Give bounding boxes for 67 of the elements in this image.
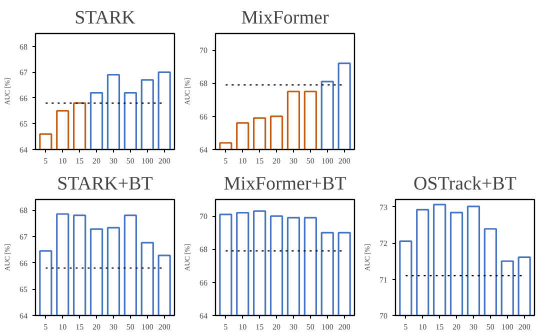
x-tick-label: 30 [289, 156, 298, 166]
y-tick-label: 64 [20, 312, 28, 320]
x-tick-label: 5 [44, 322, 48, 332]
x-tick-label: 100 [321, 322, 334, 332]
x-tick-label: 5 [404, 322, 408, 332]
x-tick-label: 20 [272, 322, 281, 332]
y-tick-label: 68 [20, 42, 28, 52]
x-tick-label: 30 [109, 156, 118, 166]
x-tick-label: 15 [76, 322, 84, 332]
y-tick-label: 66 [20, 94, 28, 103]
x-tick-label: 50 [306, 322, 314, 332]
x-tick-label: 200 [158, 322, 170, 332]
x-tick-label: 15 [76, 156, 84, 166]
x-tick-label: 10 [238, 156, 247, 166]
y-tick-label: 68 [20, 206, 28, 216]
y-tick-label: 70 [380, 312, 388, 320]
x-tick-label: 15 [256, 322, 264, 332]
x-tick-label: 200 [158, 156, 170, 166]
chart-title: OSTrack+BT [414, 174, 517, 194]
x-tick-label: 30 [109, 322, 118, 332]
x-tick-label: 5 [224, 156, 228, 166]
chart-title: STARK [74, 8, 136, 28]
x-tick-label: 50 [306, 156, 314, 166]
x-tick-label: 200 [518, 322, 530, 332]
x-tick-label: 100 [501, 322, 514, 332]
y-tick-label: 68 [200, 245, 208, 254]
y-tick-label: 66 [200, 278, 208, 288]
x-tick-label: 30 [469, 322, 478, 332]
y-tick-label: 70 [200, 46, 208, 56]
x-tick-label: 50 [126, 156, 134, 166]
x-tick-label: 100 [141, 322, 154, 332]
y-tick-label: 70 [200, 212, 208, 222]
y-tick-label: 67 [20, 68, 28, 78]
x-tick-label: 20 [272, 156, 281, 166]
y-tick-label: 65 [20, 285, 28, 294]
x-tick-label: 5 [44, 156, 48, 166]
y-tick-label: 71 [380, 275, 388, 284]
y-tick-label: 68 [200, 79, 208, 88]
x-tick-label: 200 [338, 156, 350, 166]
y-tick-label: 73 [380, 202, 388, 212]
chart-title: MixFormer [241, 8, 330, 28]
y-tick-label: 66 [20, 258, 28, 268]
x-tick-label: 15 [256, 156, 264, 166]
y-tick-label: 67 [20, 232, 28, 242]
chart-title: STARK+BT [57, 174, 154, 194]
y-tick-label: 66 [200, 112, 208, 122]
x-tick-label: 10 [58, 156, 67, 166]
x-tick-label: 50 [486, 322, 494, 332]
y-tick-label: 65 [20, 120, 28, 129]
x-tick-label: 20 [452, 322, 461, 332]
x-tick-label: 20 [92, 156, 101, 166]
x-tick-label: 100 [321, 156, 334, 166]
x-tick-label: 5 [224, 322, 228, 332]
x-tick-label: 30 [289, 322, 298, 332]
x-tick-label: 15 [436, 322, 444, 332]
y-tick-label: 64 [200, 146, 208, 154]
y-tick-label: 64 [200, 312, 208, 320]
y-tick-label: 72 [380, 239, 388, 248]
x-tick-label: 50 [126, 322, 134, 332]
x-tick-label: 100 [141, 156, 154, 166]
x-tick-label: 20 [92, 322, 101, 332]
x-tick-label: 10 [238, 322, 247, 332]
x-tick-label: 200 [338, 322, 350, 332]
x-tick-label: 10 [418, 322, 427, 332]
y-tick-label: 64 [20, 146, 28, 154]
chart-title: MixFormer+BT [224, 174, 347, 194]
x-tick-label: 10 [58, 322, 67, 332]
